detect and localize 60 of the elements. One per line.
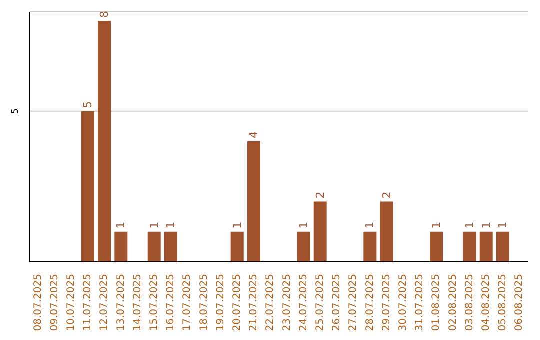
data-label: 8 xyxy=(98,11,112,18)
x-tick-label: 01.08.2025 xyxy=(431,274,442,332)
x-tick-label: 23.07.2025 xyxy=(282,274,293,332)
bar xyxy=(164,232,178,262)
x-tick-label: 31.07.2025 xyxy=(414,274,426,332)
bar xyxy=(148,232,161,262)
x-tick-label: 06.08.2025 xyxy=(514,274,526,332)
data-label: 2 xyxy=(314,192,327,199)
x-tick-label: 15.07.2025 xyxy=(149,274,160,332)
x-tick-label: 13.07.2025 xyxy=(116,274,127,332)
x-tick-label: 28.07.2025 xyxy=(364,274,376,332)
x-tick-label: 17.07.2025 xyxy=(182,274,194,332)
data-label: 1 xyxy=(230,222,244,229)
x-tick-label: 03.08.2025 xyxy=(464,274,476,332)
x-tick-label: 22.07.2025 xyxy=(265,274,276,332)
x-tick-label: 12.07.2025 xyxy=(99,274,110,332)
x-tick-label: 30.07.2025 xyxy=(398,274,409,332)
x-tick-label: 18.07.2025 xyxy=(198,274,210,332)
data-label: 1 xyxy=(148,222,161,229)
data-label: 1 xyxy=(164,222,178,229)
bar xyxy=(247,142,260,262)
bar xyxy=(314,202,327,262)
x-tick-label: 21.07.2025 xyxy=(248,274,260,332)
bar xyxy=(480,232,493,262)
x-tick-label: 24.07.2025 xyxy=(298,274,310,332)
x-tick-label: 04.08.2025 xyxy=(481,274,492,332)
bar xyxy=(380,202,394,262)
x-tick-label: 20.07.2025 xyxy=(232,274,243,332)
x-tick-label: 10.07.2025 xyxy=(66,274,77,332)
x-tick-label: 29.07.2025 xyxy=(381,274,392,332)
data-label: 1 xyxy=(297,222,310,229)
bar xyxy=(463,232,476,262)
x-tick-label: 02.08.2025 xyxy=(448,274,459,332)
data-label: 1 xyxy=(463,222,476,229)
data-label: 1 xyxy=(114,222,128,229)
data-label: 1 xyxy=(430,222,444,229)
x-tick-label: 05.08.2025 xyxy=(498,274,509,332)
x-tick-label: 25.07.2025 xyxy=(315,274,326,332)
data-label: 2 xyxy=(380,192,394,199)
data-label: 1 xyxy=(480,222,493,229)
bar xyxy=(114,232,128,262)
x-tick-label: 19.07.2025 xyxy=(215,274,226,332)
bar xyxy=(297,232,310,262)
bar xyxy=(496,232,510,262)
x-tick-label: 27.07.2025 xyxy=(348,274,360,332)
x-tick-label: 14.07.2025 xyxy=(132,274,144,332)
x-tick-label: 26.07.2025 xyxy=(332,274,343,332)
data-label: 5 xyxy=(81,101,94,108)
bar xyxy=(430,232,444,262)
bar xyxy=(230,232,244,262)
bar xyxy=(81,111,94,262)
bar xyxy=(364,232,377,262)
x-tick-label: 11.07.2025 xyxy=(82,274,94,332)
x-tick-label: 09.07.2025 xyxy=(49,274,60,332)
data-label: 1 xyxy=(496,222,510,229)
x-tick-label: 16.07.2025 xyxy=(166,274,177,332)
bar xyxy=(98,21,112,262)
data-label: 4 xyxy=(247,132,260,139)
x-tick-label: 08.07.2025 xyxy=(32,274,44,332)
data-label: 1 xyxy=(364,222,377,229)
